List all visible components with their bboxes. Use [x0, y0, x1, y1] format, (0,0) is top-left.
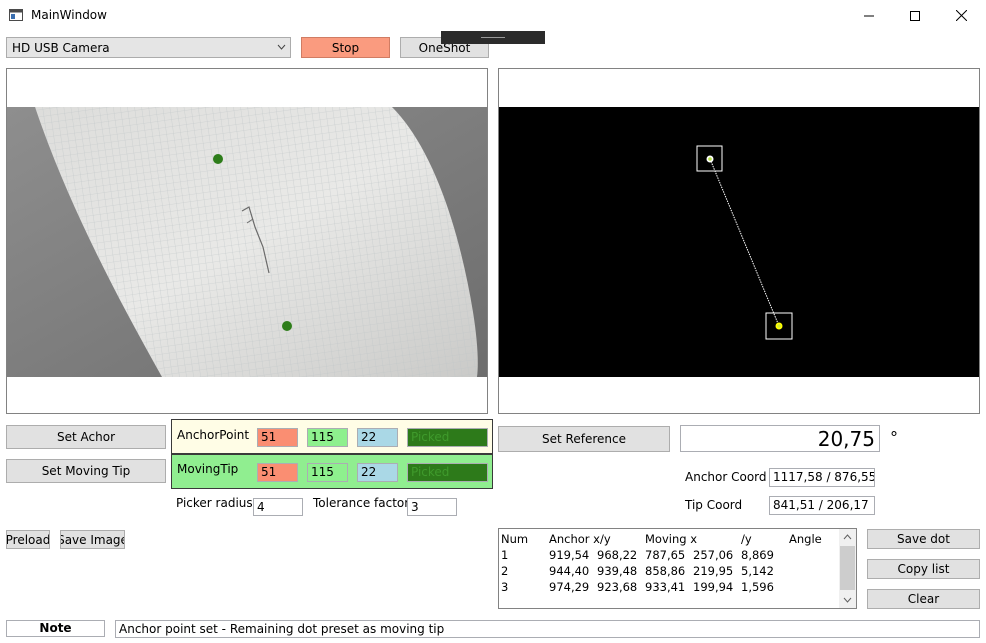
cell-num: 2 [501, 564, 509, 578]
camera-select-value: HD USB Camera [12, 40, 110, 55]
scroll-down-icon[interactable] [843, 597, 852, 603]
save-dot-button[interactable]: Save dot [867, 529, 980, 549]
header-moving-x: Moving x [645, 532, 698, 546]
close-icon [955, 10, 967, 21]
picker-radius-label: Picker radius [176, 496, 253, 510]
scroll-thumb[interactable] [840, 546, 855, 590]
cell-moving-y: 257,06 [693, 548, 734, 562]
anchor-picked-swatch: Picked [407, 428, 488, 447]
anchor-coord-label: Anchor Coord [685, 470, 767, 484]
camera-view[interactable] [6, 68, 488, 414]
save-image-button[interactable]: Save Image [60, 530, 125, 549]
cell-moving-y: 199,94 [693, 580, 734, 594]
cell-angle: 5,142 [741, 564, 774, 578]
set-anchor-button[interactable]: Set Achor [6, 425, 166, 449]
moving-picked-swatch: Picked [407, 463, 488, 482]
processed-image [499, 107, 979, 377]
cell-anchor-x: 944,40 [549, 564, 590, 578]
cell-angle: 1,596 [741, 580, 774, 594]
results-scrollbar[interactable] [839, 529, 856, 608]
moving-tip-panel: MovingTip 51 115 22 Picked [171, 454, 493, 489]
cell-anchor-y: 968,22 [597, 548, 638, 562]
note-label: Note [6, 620, 105, 637]
maximize-icon [910, 10, 920, 21]
camera-image [7, 107, 487, 377]
set-reference-button[interactable]: Set Reference [498, 426, 670, 452]
camera-select[interactable]: HD USB Camera [6, 37, 291, 58]
results-header: Num Anchor x/y Moving x /y Angle [501, 532, 841, 546]
set-moving-tip-label: Set Moving Tip [41, 464, 131, 478]
cell-moving-y: 219,95 [693, 564, 734, 578]
oneshot-button-label: OneShot [418, 40, 471, 55]
preload-button[interactable]: Preload [6, 530, 50, 549]
window-title: MainWindow [31, 8, 107, 22]
set-anchor-label: Set Achor [57, 430, 115, 444]
copy-list-button[interactable]: Copy list [867, 559, 980, 579]
drag-handle-icon [481, 37, 505, 38]
header-angle: Angle [789, 532, 822, 546]
app-icon [9, 9, 23, 21]
angle-display: 20,75 [680, 425, 880, 452]
preload-label: Preload [6, 532, 50, 547]
results-list[interactable]: Num Anchor x/y Moving x /y Angle 1 919,5… [498, 528, 857, 609]
moving-red-field[interactable]: 51 [257, 463, 298, 482]
cell-anchor-x: 919,54 [549, 548, 590, 562]
clear-button[interactable]: Clear [867, 589, 980, 609]
cell-angle: 8,869 [741, 548, 774, 562]
stop-button-label: Stop [331, 40, 360, 55]
cell-num: 1 [501, 548, 509, 562]
header-anchor-xy: Anchor x/y [549, 532, 611, 546]
anchor-point-panel: AnchorPoint 51 115 22 Picked [171, 419, 493, 454]
header-moving-y: /y [741, 532, 752, 546]
scroll-up-icon[interactable] [843, 534, 852, 540]
moving-tip-label: MovingTip [177, 462, 239, 476]
floating-toolbar[interactable] [441, 31, 545, 44]
processed-view[interactable] [498, 68, 980, 414]
tip-coord-label: Tip Coord [685, 498, 743, 512]
minimize-button[interactable] [846, 0, 892, 31]
clear-label: Clear [907, 592, 940, 606]
anchor-coord-value: 1117,58 / 876,55 [769, 468, 875, 487]
cell-anchor-y: 923,68 [597, 580, 638, 594]
stop-button[interactable]: Stop [301, 37, 390, 58]
anchor-blue-field[interactable]: 22 [357, 428, 398, 447]
tolerance-factor-input[interactable]: 3 [407, 498, 457, 516]
copy-list-label: Copy list [897, 562, 950, 576]
cell-anchor-y: 939,48 [597, 564, 638, 578]
tip-coord-value: 841,51 / 206,17 [769, 496, 875, 515]
minimize-icon [864, 15, 874, 16]
save-dot-label: Save dot [897, 532, 950, 546]
set-moving-tip-button[interactable]: Set Moving Tip [6, 459, 166, 483]
moving-green-field[interactable]: 115 [307, 463, 348, 482]
title-bar: MainWindow [0, 0, 986, 32]
cell-moving-x: 858,86 [645, 564, 686, 578]
set-reference-label: Set Reference [542, 432, 626, 446]
header-num: Num [501, 532, 529, 546]
degree-symbol: ° [890, 428, 898, 447]
anchor-red-field[interactable]: 51 [257, 428, 298, 447]
table-row[interactable]: 2 944,40 939,48 858,86 219,95 5,142 [501, 564, 841, 578]
status-message: Anchor point set - Remaining dot preset … [115, 620, 980, 638]
cell-moving-x: 787,65 [645, 548, 686, 562]
moving-blue-field[interactable]: 22 [357, 463, 398, 482]
anchor-green-field[interactable]: 115 [307, 428, 348, 447]
save-image-label: Save Image [60, 532, 125, 547]
cell-num: 3 [501, 580, 509, 594]
picker-radius-input[interactable]: 4 [253, 498, 303, 516]
maximize-button[interactable] [892, 0, 938, 31]
cell-anchor-x: 974,29 [549, 580, 590, 594]
table-row[interactable]: 3 974,29 923,68 933,41 199,94 1,596 [501, 580, 841, 594]
cell-moving-x: 933,41 [645, 580, 686, 594]
chevron-down-icon [277, 44, 286, 50]
table-row[interactable]: 1 919,54 968,22 787,65 257,06 8,869 [501, 548, 841, 562]
close-button[interactable] [938, 0, 984, 31]
anchor-point-label: AnchorPoint [177, 428, 250, 442]
tolerance-factor-label: Tolerance factor [313, 496, 410, 510]
